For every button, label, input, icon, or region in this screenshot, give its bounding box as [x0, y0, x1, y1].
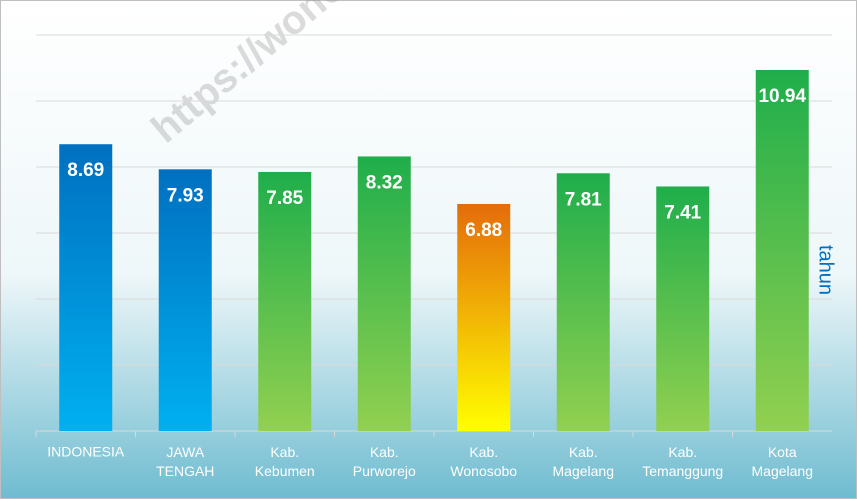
- bar: [755, 69, 809, 431]
- bar: [357, 156, 411, 431]
- label-line: Kab.: [668, 444, 697, 460]
- x-tick-label: INDONESIA: [47, 444, 125, 460]
- x-tick-label: Kab. Magelang: [553, 444, 615, 479]
- value-label: 7.93: [167, 185, 204, 206]
- y-axis-label: tahun: [815, 245, 837, 295]
- label-line: Magelang: [752, 463, 814, 479]
- label-line: Kab.: [370, 444, 399, 460]
- label-line: Wonosobo: [450, 463, 517, 479]
- value-label: 7.41: [664, 202, 701, 223]
- x-tick-label: Kab. Wonosobo: [450, 444, 517, 479]
- value-label: 10.94: [758, 86, 806, 107]
- value-label: 8.69: [67, 160, 104, 181]
- bar: [457, 203, 511, 431]
- x-tick-label: JAWA TENGAH: [156, 444, 214, 479]
- label-line: Kab.: [270, 444, 299, 460]
- bar: [656, 186, 710, 431]
- x-tick-label: Kab. Temanggung: [642, 444, 723, 479]
- x-tick-label: Kota Magelang: [752, 444, 814, 479]
- value-label: 8.32: [366, 172, 403, 193]
- label-line: Kota: [768, 444, 797, 460]
- label-line: Kab.: [469, 444, 498, 460]
- label-line: TENGAH: [156, 463, 214, 479]
- x-tick-label: Kab. Kebumen: [255, 444, 315, 479]
- value-label: 7.81: [565, 189, 602, 210]
- label-line: Temanggung: [642, 463, 723, 479]
- value-label: 6.88: [465, 220, 502, 241]
- value-label: 7.85: [266, 188, 303, 209]
- label-line: Magelang: [553, 463, 615, 479]
- label-line: Purworejo: [353, 463, 416, 479]
- bar: [59, 144, 113, 432]
- bar: [258, 171, 312, 431]
- x-tick-label: Kab. Purworejo: [353, 444, 416, 479]
- label-line: Kab.: [569, 444, 598, 460]
- bar: [158, 169, 212, 431]
- label-line: JAWA: [166, 444, 205, 460]
- bar: [556, 173, 610, 431]
- label-line: Kebumen: [255, 463, 315, 479]
